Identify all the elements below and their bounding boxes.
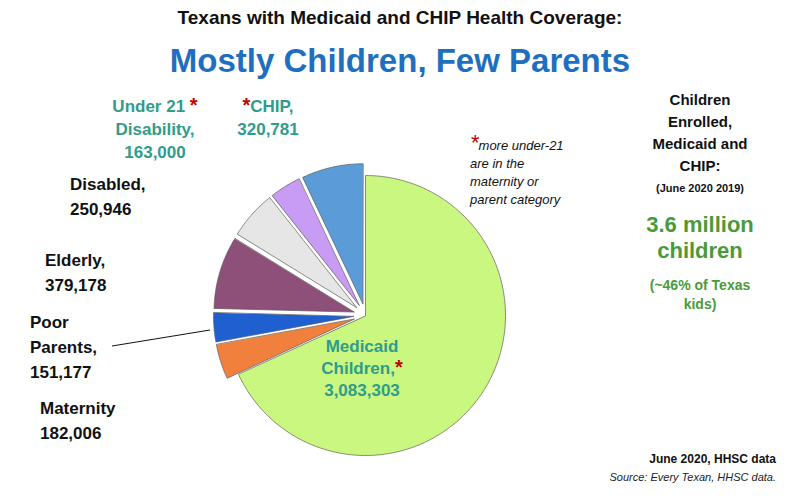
svg-text:children: children [657, 238, 743, 263]
svg-text:*more under-21: *more under-21 [470, 130, 564, 155]
svg-text:Poor: Poor [30, 313, 69, 332]
svg-text:3,083,303: 3,083,303 [324, 381, 400, 400]
svg-text:Enrolled,: Enrolled, [668, 113, 732, 130]
svg-text:Mostly Children, Few Parents: Mostly Children, Few Parents [170, 42, 630, 79]
svg-text:182,006: 182,006 [40, 424, 101, 443]
svg-text:June 2020, HHSC data: June 2020, HHSC data [649, 452, 776, 466]
svg-text:163,000: 163,000 [124, 143, 185, 162]
svg-text:151,177: 151,177 [30, 363, 91, 382]
svg-text:(June 2020 2019): (June 2020 2019) [656, 182, 744, 194]
svg-text:Maternity: Maternity [40, 399, 116, 418]
svg-text:are in the: are in the [470, 156, 524, 171]
svg-text:Medicaid: Medicaid [326, 337, 399, 356]
svg-text:Source: Every Texan, HHSC data: Source: Every Texan, HHSC data. [609, 471, 776, 483]
svg-text:maternity or: maternity or [470, 174, 539, 189]
svg-text:Under 21 *: Under 21 * [112, 94, 197, 116]
svg-text:*CHIP,: *CHIP, [243, 94, 294, 116]
svg-text:Parents,: Parents, [30, 338, 97, 357]
svg-text:Disability,: Disability, [115, 120, 194, 139]
svg-text:Disabled,: Disabled, [70, 175, 146, 194]
svg-text:3.6 million: 3.6 million [646, 212, 754, 237]
svg-text:379,178: 379,178 [45, 276, 106, 295]
svg-text:320,781: 320,781 [237, 120, 298, 139]
svg-text:Children,*: Children,* [321, 356, 403, 378]
svg-text:kids): kids) [684, 296, 717, 312]
svg-text:250,946: 250,946 [70, 200, 131, 219]
svg-text:Children: Children [670, 91, 731, 108]
svg-text:(~46% of Texas: (~46% of Texas [650, 277, 751, 293]
svg-text:Texans with Medicaid and CHIP: Texans with Medicaid and CHIP Health Cov… [178, 7, 623, 28]
svg-text:CHIP:: CHIP: [680, 157, 721, 174]
svg-text:Medicaid and: Medicaid and [652, 135, 747, 152]
svg-text:Elderly,: Elderly, [45, 251, 105, 270]
svg-text:parent category: parent category [469, 192, 562, 207]
